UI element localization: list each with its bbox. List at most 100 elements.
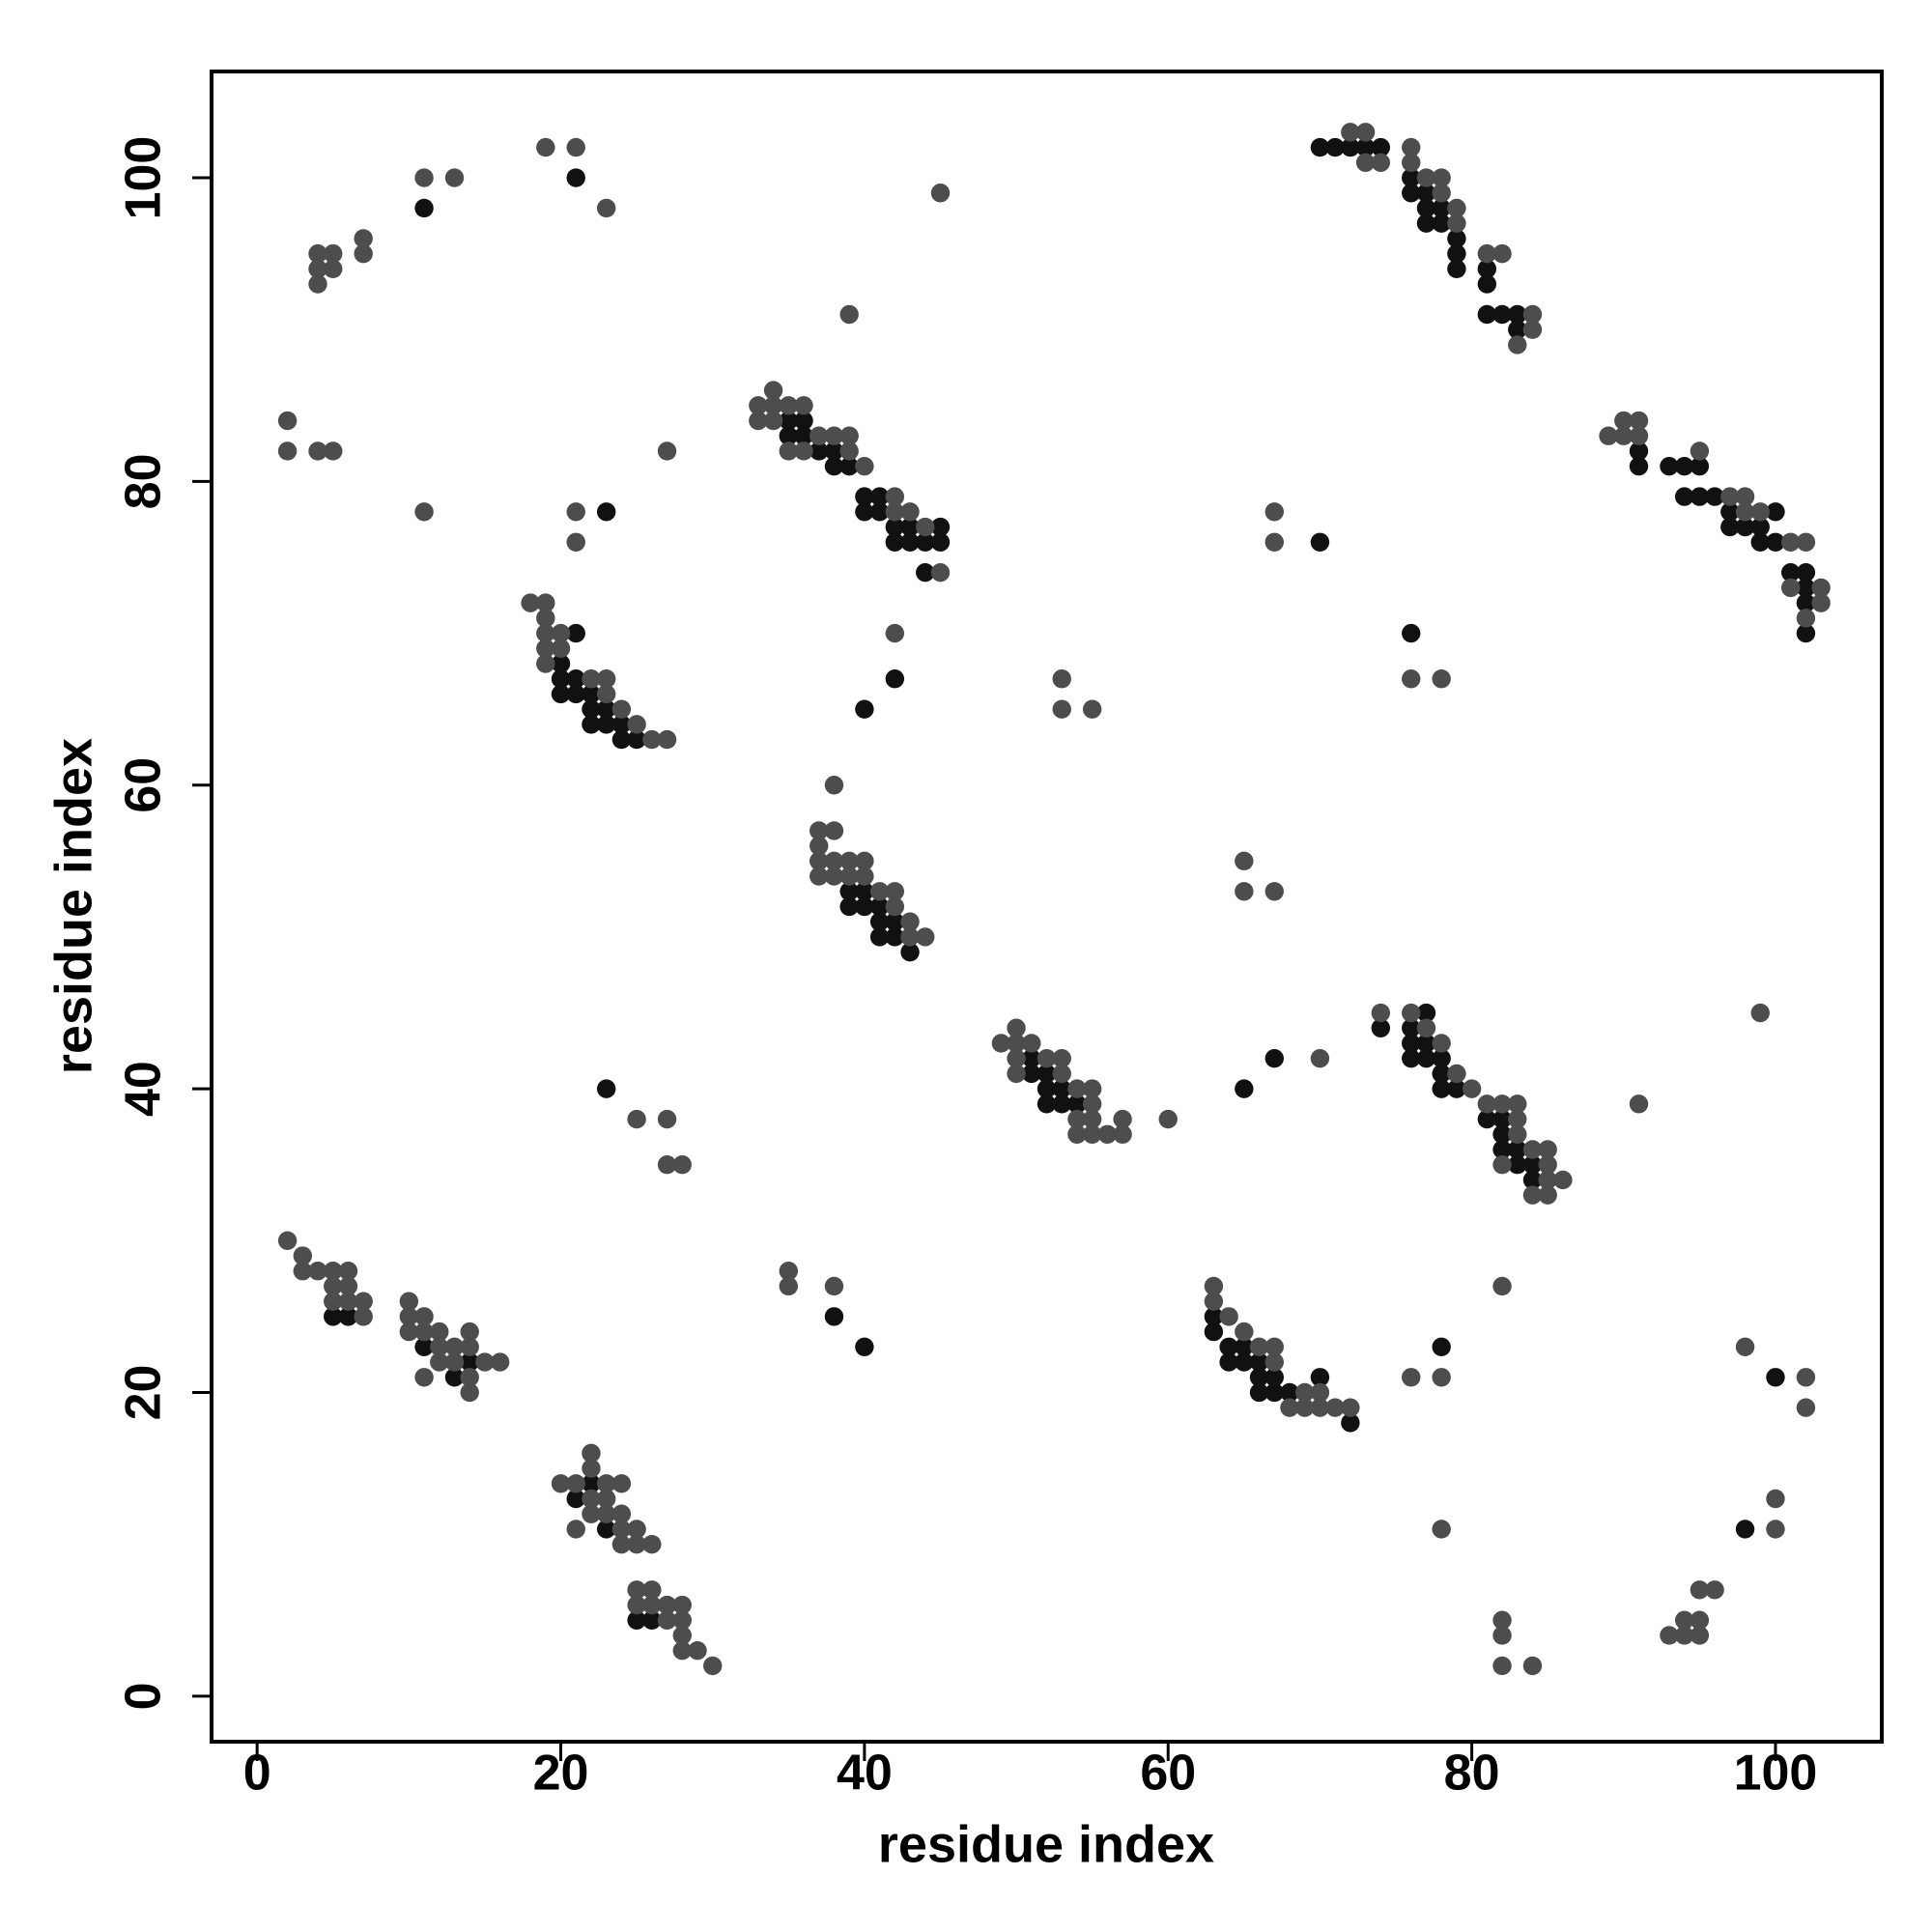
scatter-point [536,609,555,628]
scatter-point [1052,1079,1071,1098]
scatter-point [596,1079,616,1098]
scatter-point [657,1155,677,1175]
scatter-point [1007,1064,1026,1084]
scatter-point [1310,1048,1330,1068]
scatter-point [824,851,844,871]
scatter-point [1416,1034,1436,1053]
scatter-point [1432,168,1451,187]
scatter-point [1432,213,1451,233]
scatter-point [1204,1276,1224,1296]
scatter-point [930,517,951,537]
plot-frame [210,70,1884,1744]
scatter-point [444,1368,465,1387]
scatter-point [763,381,783,400]
scatter-point [1264,1382,1284,1403]
scatter-point [627,1109,646,1129]
scatter-point [763,396,783,415]
scatter-point [1508,1094,1527,1114]
scatter-point [399,1292,419,1311]
scatter-point [611,715,632,734]
scatter-point [885,912,905,931]
scatter-point [277,411,298,431]
scatter-point [1614,426,1634,445]
scatter-point [1082,1079,1102,1098]
scatter-point [354,229,373,248]
scatter-point [1037,1094,1057,1114]
scatter-point [824,867,844,886]
scatter-point [1538,1155,1557,1175]
scatter-point [839,851,859,871]
scatter-point [1811,593,1831,612]
scatter-point [536,639,555,658]
scatter-point [839,896,859,917]
scatter-point [1492,1124,1512,1144]
scatter-point [1402,1048,1421,1068]
scatter-point [1416,1048,1436,1068]
scatter-point [566,1474,585,1493]
scatter-point [1264,882,1284,901]
scatter-point [1735,517,1755,537]
scatter-point [611,1504,632,1523]
scatter-point [324,243,343,264]
scatter-point [1690,1626,1710,1645]
scatter-point [1416,1018,1436,1037]
scatter-point [596,1489,616,1509]
scatter-point [1477,1109,1497,1129]
scatter-point [916,532,935,552]
scatter-point [582,699,601,719]
scatter-point [885,487,905,506]
scatter-point [414,1307,434,1326]
scatter-point [1508,304,1527,325]
scatter-point [642,729,662,750]
scatter-point [885,669,905,689]
scatter-point [1082,1094,1102,1114]
scatter-point [749,411,768,431]
scatter-point [414,1337,434,1357]
scatter-point [900,517,920,537]
scatter-point [1341,1413,1360,1433]
scatter-point [900,502,920,522]
scatter-point [1341,137,1360,157]
scatter-point [1295,1398,1315,1417]
scatter-point [1249,1352,1269,1372]
scatter-point [839,882,859,901]
scatter-point [1522,1656,1543,1676]
scatter-point [1690,487,1710,506]
scatter-point [1492,1610,1512,1630]
scatter-point [324,259,343,279]
scatter-point [672,1626,692,1645]
scatter-point [444,1337,465,1357]
scatter-point [1674,456,1694,476]
x-tick-label: 40 [837,1746,893,1802]
y-tick-label: 20 [116,1365,172,1421]
scatter-point [1492,1656,1512,1676]
scatter-point [324,1292,343,1311]
scatter-point [672,1155,692,1175]
scatter-point [1508,1109,1527,1129]
scatter-point [1690,1580,1710,1600]
scatter-point [1432,198,1451,218]
scatter-point [566,1520,585,1539]
scatter-point [1113,1124,1132,1144]
scatter-point [1735,1520,1755,1539]
scatter-point [1432,1034,1451,1053]
scatter-point [1508,1155,1527,1175]
scatter-point [354,1292,373,1311]
scatter-point [1780,532,1801,552]
scatter-point [991,1034,1011,1053]
scatter-point [1492,1155,1512,1175]
scatter-point [779,1262,798,1281]
scatter-point [1249,1368,1269,1387]
scatter-point [869,927,890,947]
scatter-point [869,896,890,917]
scatter-point [460,1382,479,1403]
scatter-point [1280,1382,1299,1403]
scatter-point [582,1504,601,1523]
scatter-point [1508,1140,1527,1159]
scatter-point [551,654,571,673]
scatter-point [779,396,798,415]
scatter-point [1235,1321,1254,1342]
scatter-point [582,1489,601,1509]
scatter-point [794,396,813,415]
